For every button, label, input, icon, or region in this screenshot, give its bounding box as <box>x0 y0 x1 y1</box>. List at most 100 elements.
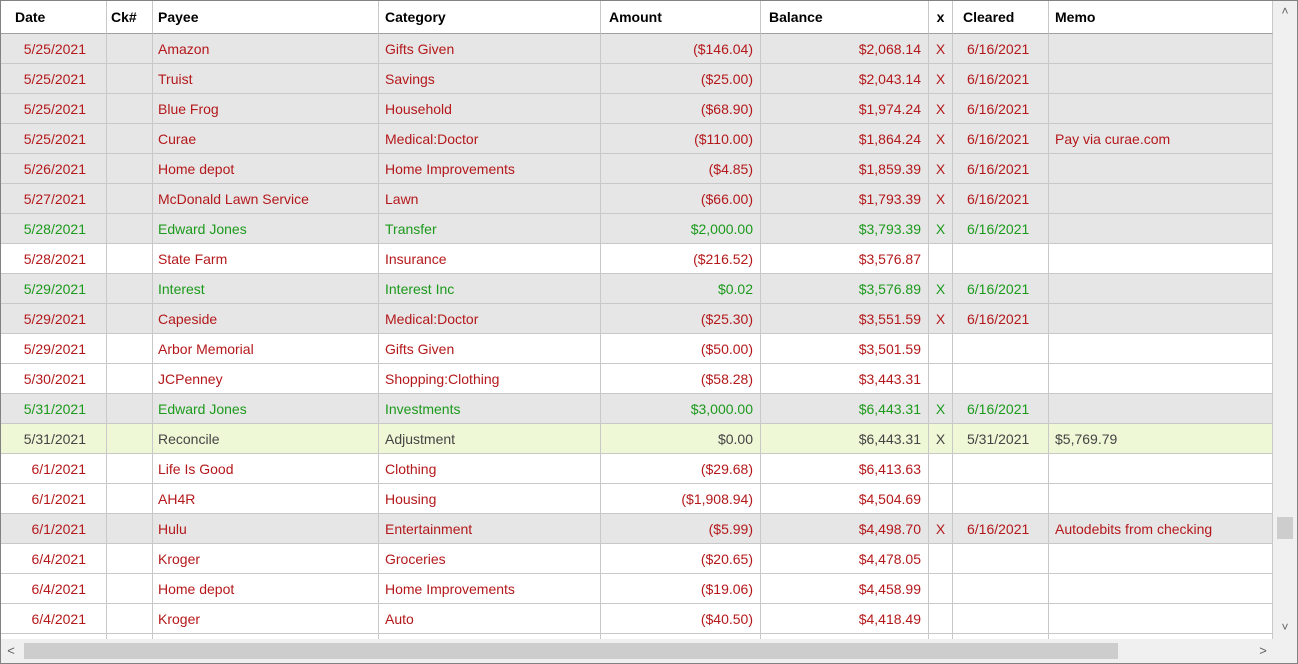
cell-payee[interactable]: McDonald Lawn Service <box>153 184 379 214</box>
cell-check-number[interactable] <box>107 334 153 364</box>
cell-memo[interactable] <box>1049 94 1273 124</box>
cell-amount[interactable]: ($20.65) <box>601 544 761 574</box>
cell-date[interactable]: 5/25/2021 <box>1 34 107 64</box>
cell-cleared-flag[interactable] <box>929 484 953 514</box>
cell-cleared-flag[interactable]: X <box>929 184 953 214</box>
cell-check-number[interactable] <box>107 634 153 639</box>
table-row[interactable]: 6/1/2021 Life Is Good Clothing ($29.68) $6,4… <box>1 454 1273 484</box>
cell-payee[interactable]: Edward Jones <box>153 394 379 424</box>
cell-memo[interactable] <box>1049 574 1273 604</box>
cell-cleared-date[interactable]: 6/16/2021 <box>953 124 1049 154</box>
cell-category[interactable]: Home Improvements <box>379 154 601 184</box>
table-row[interactable]: 5/31/2021 Reconcile Adjustment $0.00 $6,443.… <box>1 424 1273 454</box>
cell-category[interactable]: Household <box>379 94 601 124</box>
cell-memo[interactable] <box>1049 604 1273 634</box>
table-row[interactable]: 6/1/2021 Hulu Entertainment ($5.99) $4,498.7… <box>1 514 1273 544</box>
cell-check-number[interactable] <box>107 214 153 244</box>
table-row[interactable]: 5/29/2021 Interest Interest Inc $0.02 $3,576… <box>1 274 1273 304</box>
cell-payee[interactable]: Curae <box>153 124 379 154</box>
table-row[interactable]: 5/28/2021 State Farm Insurance ($216.52) $3,… <box>1 244 1273 274</box>
cell-date[interactable]: 5/30/2021 <box>1 364 107 394</box>
chevron-left-icon[interactable]: < <box>7 643 15 658</box>
horizontal-scroll-thumb[interactable] <box>24 643 1118 659</box>
cell-date[interactable]: 5/29/2021 <box>1 304 107 334</box>
cell-memo[interactable] <box>1049 184 1273 214</box>
cell-date[interactable]: 5/25/2021 <box>1 124 107 154</box>
cell-cleared-flag[interactable]: X <box>929 274 953 304</box>
cell-cleared-date[interactable] <box>953 574 1049 604</box>
cell-check-number[interactable] <box>107 394 153 424</box>
cell-payee[interactable]: Kroger <box>153 604 379 634</box>
cell-payee[interactable]: Life Is Good <box>153 454 379 484</box>
cell-check-number[interactable] <box>107 424 153 454</box>
cell-category[interactable]: Investments <box>379 394 601 424</box>
cell-amount[interactable]: ($216.52) <box>601 244 761 274</box>
table-row[interactable]: 5/29/2021 Capeside Medical:Doctor ($25.30) $… <box>1 304 1273 334</box>
cell-amount[interactable]: ($1,908.94) <box>601 484 761 514</box>
horizontal-scrollbar[interactable]: < > <box>1 639 1297 663</box>
cell-memo[interactable] <box>1049 334 1273 364</box>
cell-cleared-date[interactable]: 6/16/2021 <box>953 214 1049 244</box>
cell-cleared-date[interactable] <box>953 364 1049 394</box>
cell-cleared-date[interactable] <box>953 544 1049 574</box>
cell-balance[interactable] <box>761 634 929 639</box>
cell-balance[interactable]: $1,859.39 <box>761 154 929 184</box>
cell-balance[interactable]: $3,576.89 <box>761 274 929 304</box>
cell-payee[interactable]: Arbor Memorial <box>153 334 379 364</box>
cell-check-number[interactable] <box>107 604 153 634</box>
cell-cleared-date[interactable]: 6/16/2021 <box>953 274 1049 304</box>
cell-payee[interactable]: Amazon <box>153 34 379 64</box>
table-row[interactable] <box>1 634 1273 639</box>
cell-check-number[interactable] <box>107 544 153 574</box>
cell-memo[interactable] <box>1049 304 1273 334</box>
table-row[interactable]: 5/27/2021 McDonald Lawn Service Lawn ($66.0… <box>1 184 1273 214</box>
cell-category[interactable]: Entertainment <box>379 514 601 544</box>
cell-category[interactable]: Auto <box>379 604 601 634</box>
chevron-down-icon[interactable]: ˅ <box>1281 620 1289 634</box>
cell-cleared-date[interactable]: 6/16/2021 <box>953 304 1049 334</box>
cell-check-number[interactable] <box>107 364 153 394</box>
cell-memo[interactable] <box>1049 454 1273 484</box>
cell-cleared-flag[interactable]: X <box>929 34 953 64</box>
cell-balance[interactable]: $3,443.31 <box>761 364 929 394</box>
column-header-date[interactable]: Date <box>1 1 107 34</box>
column-header-amount[interactable]: Amount <box>601 1 761 34</box>
cell-date[interactable]: 6/4/2021 <box>1 544 107 574</box>
cell-cleared-date[interactable] <box>953 244 1049 274</box>
cell-cleared-date[interactable]: 6/16/2021 <box>953 34 1049 64</box>
cell-cleared-flag[interactable] <box>929 544 953 574</box>
cell-payee[interactable]: Kroger <box>153 544 379 574</box>
cell-check-number[interactable] <box>107 154 153 184</box>
cell-amount[interactable]: ($40.50) <box>601 604 761 634</box>
cell-cleared-date[interactable] <box>953 634 1049 639</box>
cell-check-number[interactable] <box>107 574 153 604</box>
cell-category[interactable]: Clothing <box>379 454 601 484</box>
cell-balance[interactable]: $1,974.24 <box>761 94 929 124</box>
cell-date[interactable]: 5/25/2021 <box>1 64 107 94</box>
cell-cleared-flag[interactable] <box>929 604 953 634</box>
table-row[interactable]: 6/4/2021 Kroger Groceries ($20.65) $4,478.05 <box>1 544 1273 574</box>
table-row[interactable]: 6/4/2021 Home depot Home Improvements ($19.… <box>1 574 1273 604</box>
cell-cleared-date[interactable] <box>953 334 1049 364</box>
cell-category[interactable]: Gifts Given <box>379 34 601 64</box>
cell-date[interactable]: 5/31/2021 <box>1 424 107 454</box>
cell-amount[interactable]: $0.02 <box>601 274 761 304</box>
cell-check-number[interactable] <box>107 514 153 544</box>
cell-payee[interactable]: Home depot <box>153 154 379 184</box>
cell-amount[interactable]: $0.00 <box>601 424 761 454</box>
cell-memo[interactable] <box>1049 34 1273 64</box>
cell-category[interactable]: Savings <box>379 64 601 94</box>
cell-memo[interactable]: Autodebits from checking <box>1049 514 1273 544</box>
cell-category[interactable]: Medical:Doctor <box>379 124 601 154</box>
cell-category[interactable]: Adjustment <box>379 424 601 454</box>
cell-balance[interactable]: $1,793.39 <box>761 184 929 214</box>
cell-balance[interactable]: $2,043.14 <box>761 64 929 94</box>
cell-balance[interactable]: $2,068.14 <box>761 34 929 64</box>
column-header-category[interactable]: Category <box>379 1 601 34</box>
table-row[interactable]: 5/25/2021 Amazon Gifts Given ($146.04) $2,06… <box>1 34 1273 64</box>
cell-amount[interactable]: ($58.28) <box>601 364 761 394</box>
cell-date[interactable]: 5/28/2021 <box>1 214 107 244</box>
cell-date[interactable]: 5/26/2021 <box>1 154 107 184</box>
cell-payee[interactable] <box>153 634 379 639</box>
table-row[interactable]: 5/25/2021 Blue Frog Household ($68.90) $1,97… <box>1 94 1273 124</box>
